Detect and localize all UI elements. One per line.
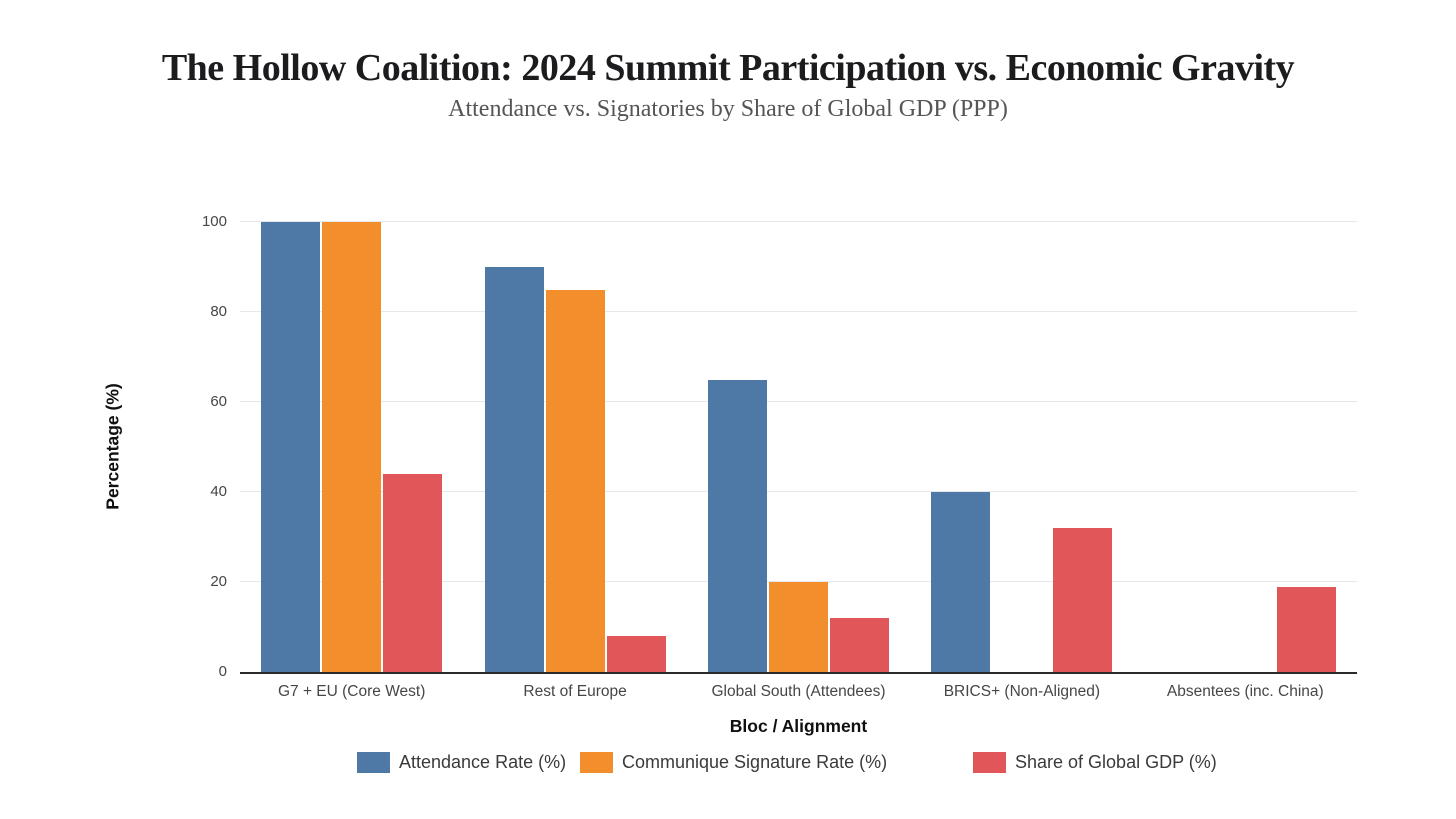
legend-label: Attendance Rate (%) bbox=[399, 752, 567, 772]
chart-subtitle: Attendance vs. Signatories by Share of G… bbox=[448, 96, 1008, 122]
bar-series-0-cat-2 bbox=[708, 379, 767, 672]
y-tick-label-40: 40 bbox=[210, 483, 227, 500]
legend-swatch-icon bbox=[357, 752, 390, 773]
gridline-20 bbox=[240, 581, 1357, 582]
x-axis-title: Bloc / Alignment bbox=[729, 716, 868, 736]
legend-item-1: Communique Signature Rate (%) bbox=[580, 752, 887, 773]
gridline-60 bbox=[240, 401, 1357, 402]
y-tick-label-80: 80 bbox=[210, 303, 227, 320]
bar-series-1-cat-0 bbox=[322, 222, 382, 672]
bar-series-0-cat-0 bbox=[261, 222, 321, 672]
bar-series-0-cat-3 bbox=[931, 492, 991, 672]
bar-series-1-cat-2 bbox=[769, 582, 828, 672]
gridline-100 bbox=[240, 221, 1357, 222]
legend-swatch-icon bbox=[973, 752, 1006, 773]
bar-series-2-cat-0 bbox=[383, 474, 443, 672]
x-tick-label: Absentees (inc. China) bbox=[1166, 683, 1324, 700]
bar-series-0-cat-1 bbox=[484, 267, 544, 672]
bar-series-2-cat-1 bbox=[606, 636, 666, 672]
legend-swatch-icon bbox=[580, 752, 613, 773]
plot-area bbox=[240, 221, 1357, 674]
bar-series-1-cat-1 bbox=[545, 289, 605, 672]
x-tick-label: G7 + EU (Core West) bbox=[277, 683, 426, 700]
legend-item-2: Share of Global GDP (%) bbox=[973, 752, 1217, 773]
bar-series-2-cat-2 bbox=[830, 618, 889, 672]
x-tick-label: BRICS+ (Non-Aligned) bbox=[943, 683, 1101, 700]
legend-item-0: Attendance Rate (%) bbox=[357, 752, 566, 773]
y-tick-label-100: 100 bbox=[201, 213, 227, 230]
y-tick-label-0: 0 bbox=[218, 663, 227, 680]
x-tick-label: Global South (Attendees) bbox=[711, 683, 886, 700]
legend-label: Communique Signature Rate (%) bbox=[622, 752, 888, 772]
y-tick-label-60: 60 bbox=[210, 393, 227, 410]
bar-series-2-cat-3 bbox=[1053, 528, 1113, 672]
x-tick-label: Rest of Europe bbox=[523, 683, 627, 700]
legend-label: Share of Global GDP (%) bbox=[1015, 752, 1217, 772]
gridline-40 bbox=[240, 491, 1357, 492]
y-tick-label-20: 20 bbox=[210, 573, 227, 590]
bar-series-2-cat-4 bbox=[1276, 586, 1336, 672]
chart-title: The Hollow Coalition: 2024 Summit Partic… bbox=[161, 47, 1295, 89]
y-axis-title: Percentage (%) bbox=[102, 383, 123, 510]
gridline-80 bbox=[240, 311, 1357, 312]
